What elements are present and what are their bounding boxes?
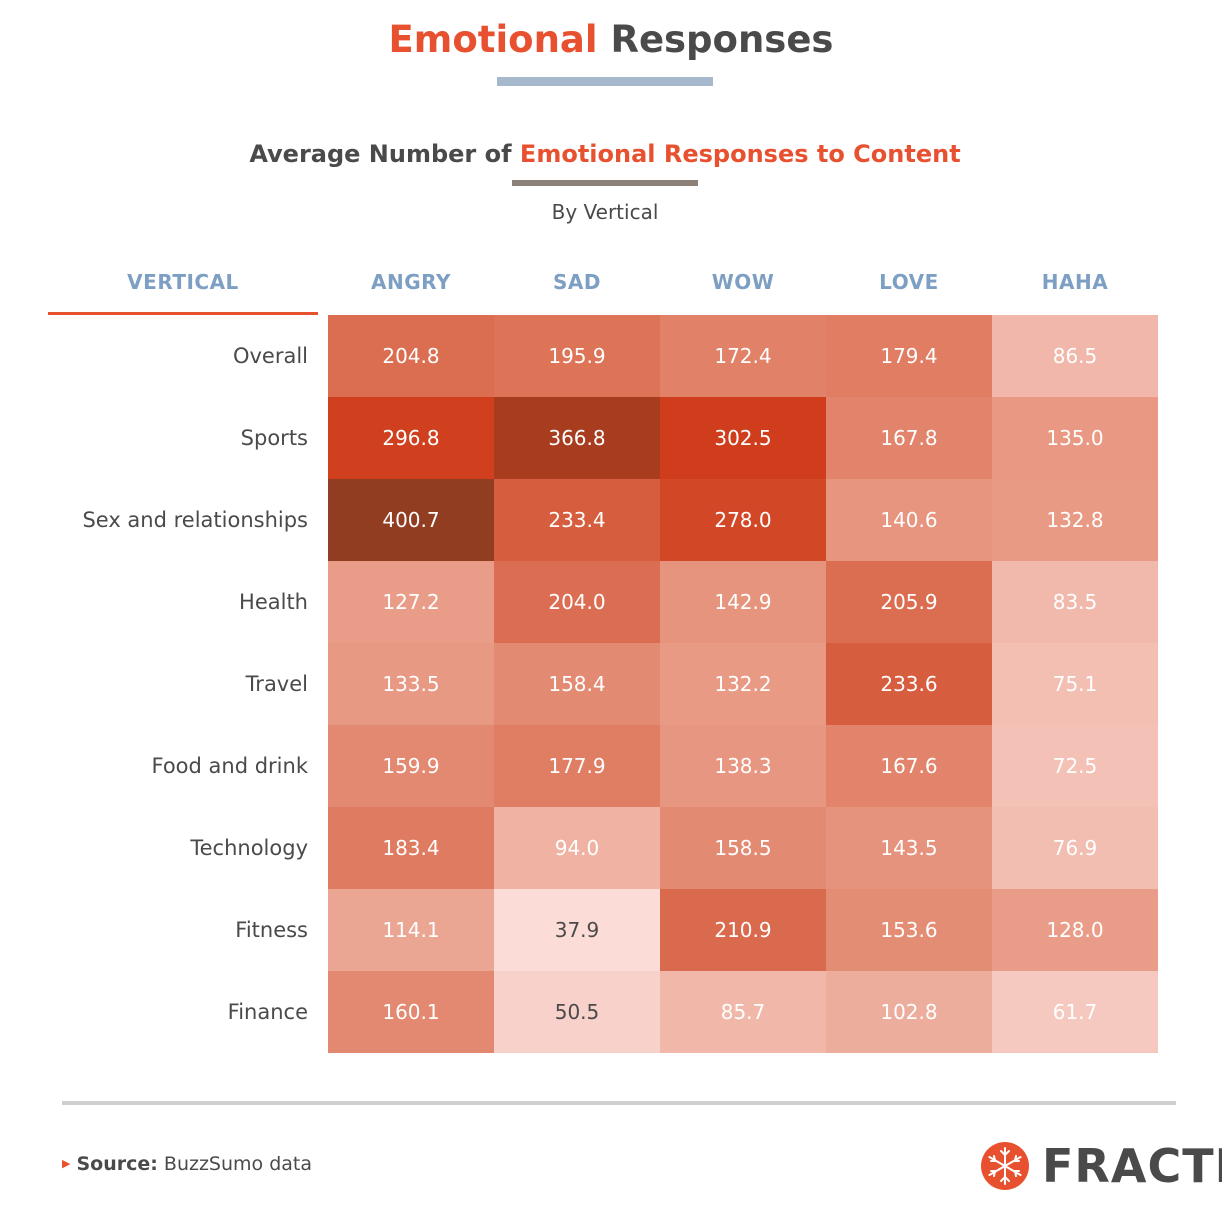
row-label: Overall (232, 344, 308, 368)
row-label: Fitness (235, 918, 308, 942)
logo-wordmark: FRACTL (1042, 1139, 1222, 1193)
page-title: Emotional Responses (0, 18, 1222, 61)
heatmap-cell: 102.8 (826, 971, 992, 1053)
heatmap-cell: 37.9 (494, 889, 660, 971)
row-label: Food and drink (151, 754, 309, 778)
row-label: Travel (245, 672, 308, 696)
fractl-snowflake-icon (981, 1142, 1029, 1190)
heatmap-cell: 195.9 (494, 315, 660, 397)
heatmap-cell: 94.0 (494, 807, 660, 889)
heatmap-cell: 142.9 (660, 561, 826, 643)
heatmap-cell: 366.8 (494, 397, 660, 479)
column-header-haha: HAHA (1041, 270, 1109, 294)
chart-title-underline (512, 180, 698, 186)
row-label: Finance (227, 1000, 308, 1024)
heatmap-cell: 177.9 (494, 725, 660, 807)
heatmap-cell: 143.5 (826, 807, 992, 889)
column-header-love: LOVE (879, 270, 939, 294)
heatmap-cell: 127.2 (328, 561, 494, 643)
heatmap-cell: 172.4 (660, 315, 826, 397)
heatmap-cell: 140.6 (826, 479, 992, 561)
heatmap-cell: 167.6 (826, 725, 992, 807)
heatmap-cell: 160.1 (328, 971, 494, 1053)
title-underline (497, 77, 713, 86)
column-header-sad: SAD (553, 270, 601, 294)
title-highlight: Emotional (388, 18, 598, 61)
heatmap-cell: 85.7 (660, 971, 826, 1053)
footer-divider (62, 1101, 1176, 1105)
source-note: ▶ Source: BuzzSumo data (62, 1153, 312, 1175)
row-label: Technology (190, 836, 308, 860)
row-label: Health (239, 590, 308, 614)
heatmap-cell: 153.6 (826, 889, 992, 971)
heatmap-cell: 50.5 (494, 971, 660, 1053)
heatmap-cell: 159.9 (328, 725, 494, 807)
heatmap-cell: 204.8 (328, 315, 494, 397)
heatmap-cell: 86.5 (992, 315, 1158, 397)
row-label: Sports (240, 426, 308, 450)
chart-subtitle: By Vertical (551, 200, 659, 224)
chart-title-lead: Average Number of (249, 140, 512, 168)
chart-title: Average Number of Emotional Responses to… (0, 140, 1210, 168)
bullet-arrow-icon: ▶ (62, 1157, 71, 1170)
row-header-rule (48, 312, 318, 315)
heatmap-cell: 158.4 (494, 643, 660, 725)
heatmap-cell: 128.0 (992, 889, 1158, 971)
heatmap-cell: 210.9 (660, 889, 826, 971)
heatmap-cell: 75.1 (992, 643, 1158, 725)
heatmap-cell: 205.9 (826, 561, 992, 643)
heatmap-cell: 132.8 (992, 479, 1158, 561)
heatmap-cell: 133.5 (328, 643, 494, 725)
heatmap-cell: 167.8 (826, 397, 992, 479)
column-header-angry: ANGRY (371, 270, 451, 294)
row-header: VERTICAL (127, 270, 239, 294)
heatmap-cell: 76.9 (992, 807, 1158, 889)
heatmap-cell: 83.5 (992, 561, 1158, 643)
row-label: Sex and relationships (82, 508, 308, 532)
heatmap-cell: 114.1 (328, 889, 494, 971)
heatmap-cell: 183.4 (328, 807, 494, 889)
heatmap-cell: 233.6 (826, 643, 992, 725)
heatmap-cell: 302.5 (660, 397, 826, 479)
heatmap-cell: 158.5 (660, 807, 826, 889)
heatmap-cell: 72.5 (992, 725, 1158, 807)
fractl-logo: FRACTL (980, 1136, 1222, 1196)
heatmap-cell: 278.0 (660, 479, 826, 561)
column-header-wow: WOW (711, 270, 775, 294)
heatmap-cell: 296.8 (328, 397, 494, 479)
heatmap-cell: 233.4 (494, 479, 660, 561)
heatmap-cell: 132.2 (660, 643, 826, 725)
heatmap-cell: 400.7 (328, 479, 494, 561)
chart-title-highlight: Emotional Responses to Content (519, 140, 961, 168)
heatmap-cell: 61.7 (992, 971, 1158, 1053)
title-rest: Responses (610, 18, 834, 61)
source-text: BuzzSumo data (163, 1153, 313, 1175)
heatmap-cell: 135.0 (992, 397, 1158, 479)
heatmap-cell: 179.4 (826, 315, 992, 397)
source-label: Source: (76, 1153, 158, 1175)
heatmap-cell: 138.3 (660, 725, 826, 807)
heatmap-cell: 204.0 (494, 561, 660, 643)
